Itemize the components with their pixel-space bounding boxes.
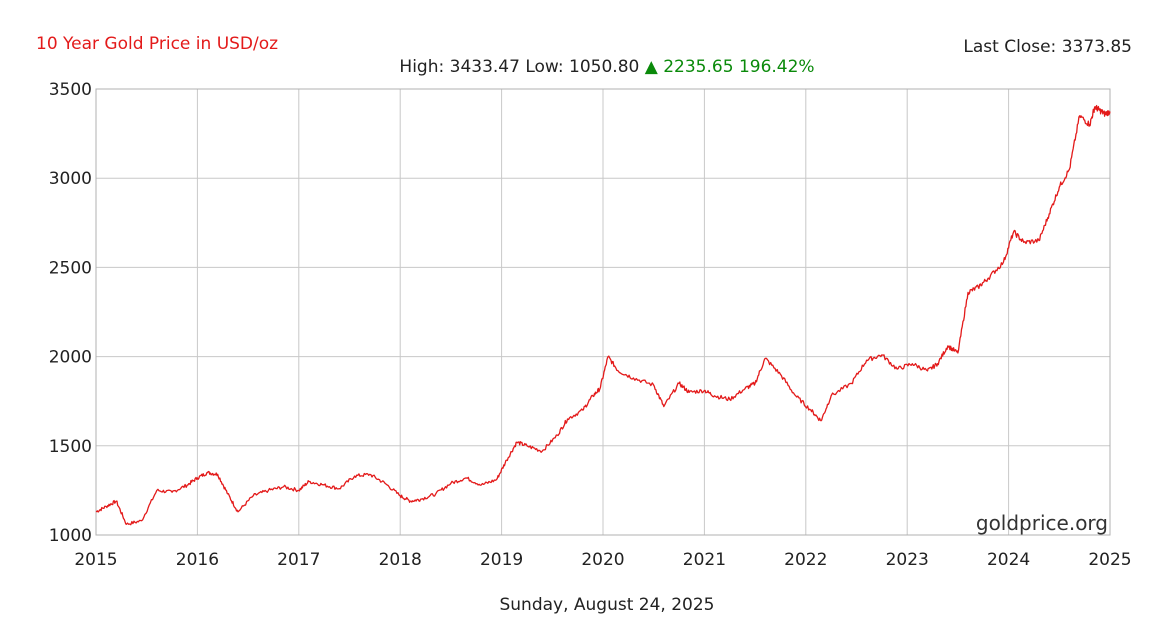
x-tick-label: 2016 — [176, 550, 219, 570]
x-tick-label: 2024 — [987, 550, 1030, 570]
y-tick-label: 1000 — [49, 526, 92, 546]
change-value: 2235.65 — [663, 57, 734, 77]
y-tick-label: 2500 — [49, 258, 92, 278]
x-tick-label: 2025 — [1088, 550, 1131, 570]
x-tick-label: 2017 — [277, 550, 320, 570]
last-close: Last Close: 3373.85 — [963, 37, 1132, 57]
up-arrow-icon: ▲ — [644, 57, 658, 77]
y-tick-label: 2000 — [49, 348, 92, 368]
high-value: 3433.47 — [449, 57, 520, 77]
x-tick-label: 2015 — [74, 550, 117, 570]
x-tick-label: 2023 — [886, 550, 929, 570]
gold-price-line — [95, 104, 1111, 526]
last-close-value: 3373.85 — [1061, 37, 1132, 57]
change-percent: 196.42% — [738, 57, 815, 77]
y-tick-label: 3000 — [49, 169, 92, 189]
chart-date: Sunday, August 24, 2025 — [499, 595, 715, 615]
x-tick-label: 2022 — [784, 550, 827, 570]
watermark: goldprice.org — [976, 511, 1108, 535]
y-tick-label: 1500 — [49, 437, 92, 457]
x-tick-label: 2020 — [581, 550, 624, 570]
low-value: 1050.80 — [569, 57, 640, 77]
x-tick-label: 2019 — [480, 550, 523, 570]
last-close-label: Last Close: — [963, 37, 1057, 57]
high-label: High: — [399, 57, 445, 77]
x-tick-label: 2021 — [683, 550, 726, 570]
price-series — [95, 104, 1111, 526]
price-stats: High: 3433.47 Low: 1050.80 ▲ 2235.65 196… — [0, 57, 1150, 77]
x-tick-label: 2018 — [379, 550, 422, 570]
tick-labels: 2015 2016 2017 2018 2019 2020 2021 2022 2023 2024… — [49, 80, 1132, 570]
plot-frame — [95, 88, 1111, 536]
y-tick-label: 3500 — [49, 80, 92, 100]
low-label: Low: — [525, 57, 564, 77]
grid-lines — [95, 88, 1111, 536]
chart-title: 10 Year Gold Price in USD/oz — [36, 34, 279, 54]
